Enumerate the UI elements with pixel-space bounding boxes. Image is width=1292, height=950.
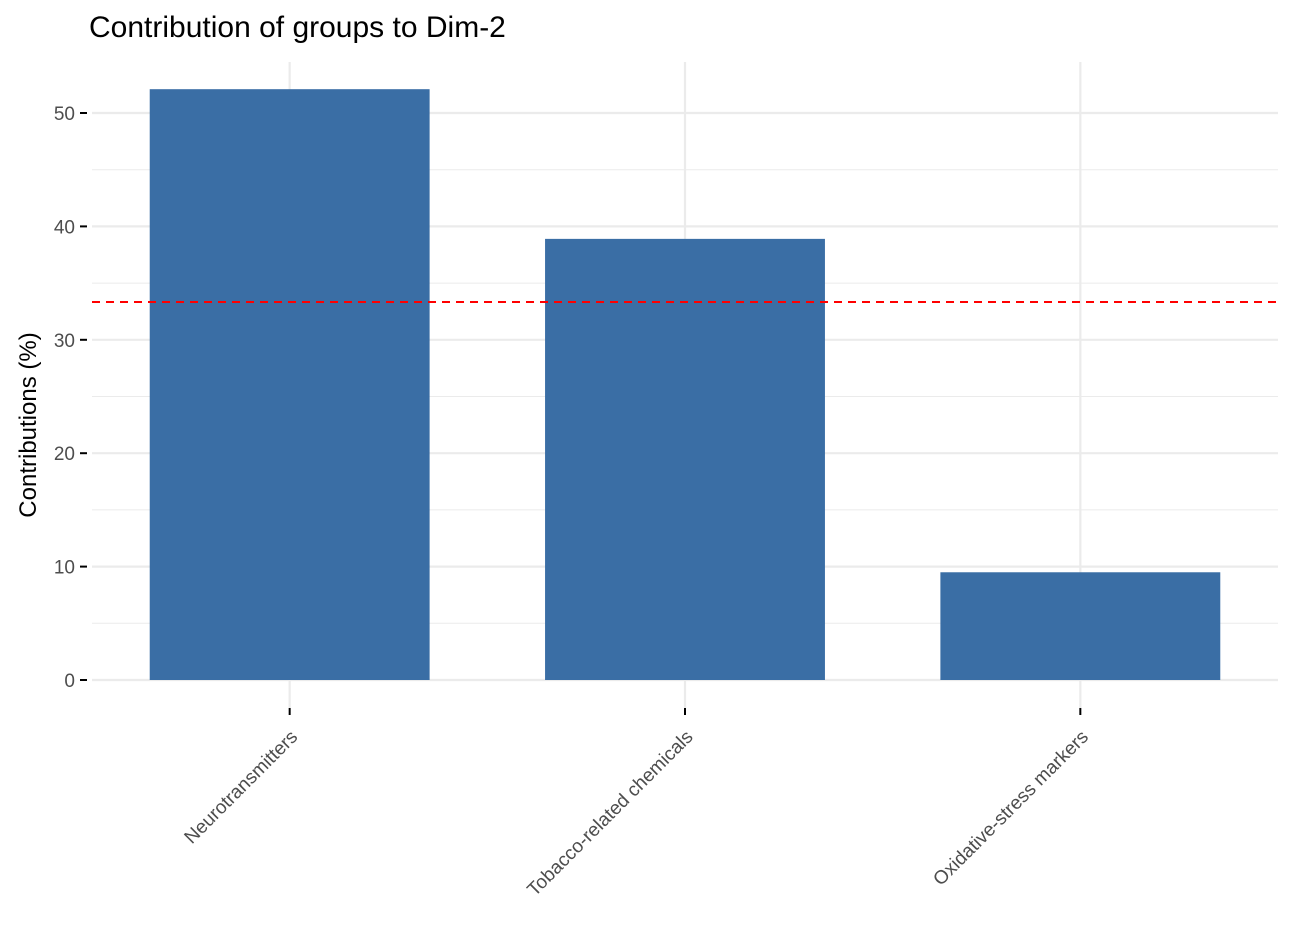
bar (940, 572, 1221, 680)
bars (149, 89, 1221, 681)
y-axis-title: Contributions (%) (15, 332, 42, 517)
bar (149, 89, 430, 681)
x-tick-label: Neurotransmitters (181, 727, 303, 849)
y-tick-label: 0 (64, 671, 75, 692)
y-tick-label: 30 (54, 331, 75, 352)
bar (545, 238, 825, 680)
y-tick-label: 50 (54, 104, 75, 125)
x-tick-label: Oxidative-stress markers (929, 727, 1092, 890)
y-tick-label: 40 (54, 217, 75, 238)
chart-title: Contribution of groups to Dim-2 (89, 11, 506, 44)
y-tick-label: 20 (54, 444, 75, 465)
x-tick-label: Tobacco-related chemicals (524, 727, 698, 901)
y-tick-label: 10 (54, 558, 75, 579)
